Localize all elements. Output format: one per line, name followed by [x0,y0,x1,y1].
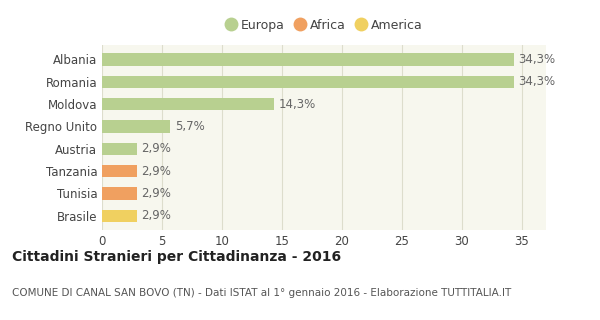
Text: 2,9%: 2,9% [142,142,172,155]
Text: 2,9%: 2,9% [142,164,172,178]
Text: 34,3%: 34,3% [518,75,556,88]
Legend: Europa, Africa, America: Europa, Africa, America [221,14,427,37]
Text: Cittadini Stranieri per Cittadinanza - 2016: Cittadini Stranieri per Cittadinanza - 2… [12,250,341,264]
Bar [102,210,137,222]
Bar [102,120,170,132]
Text: 14,3%: 14,3% [278,98,316,111]
Bar [102,143,137,155]
Text: 2,9%: 2,9% [142,209,172,222]
Bar [102,98,274,110]
Text: 2,9%: 2,9% [142,187,172,200]
Bar [102,76,514,88]
Bar [102,187,137,200]
Text: 5,7%: 5,7% [175,120,205,133]
Bar [102,165,137,177]
Text: 34,3%: 34,3% [518,53,556,66]
Text: COMUNE DI CANAL SAN BOVO (TN) - Dati ISTAT al 1° gennaio 2016 - Elaborazione TUT: COMUNE DI CANAL SAN BOVO (TN) - Dati IST… [12,288,511,298]
Bar [102,53,514,66]
